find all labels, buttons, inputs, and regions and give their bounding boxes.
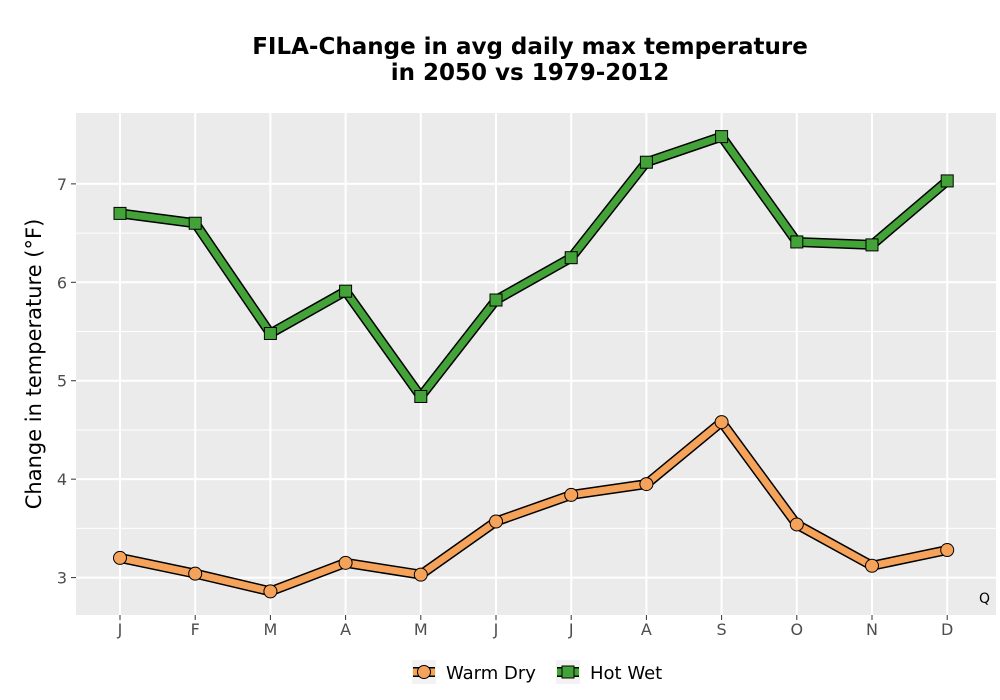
legend-key-marker bbox=[561, 665, 575, 679]
legend-item: Hot Wet bbox=[556, 660, 662, 684]
data-point bbox=[715, 130, 729, 144]
data-point bbox=[489, 293, 503, 307]
series-line bbox=[116, 133, 951, 400]
x-tick-label: A bbox=[641, 620, 652, 639]
series-warm-dry bbox=[113, 415, 955, 599]
y-tick-label: 4 bbox=[57, 470, 67, 489]
data-point bbox=[489, 514, 503, 529]
data-point bbox=[414, 389, 428, 403]
x-tick-label: F bbox=[191, 620, 200, 639]
data-point bbox=[263, 584, 278, 599]
x-tick-label: M bbox=[414, 620, 428, 639]
legend-label: Warm Dry bbox=[446, 663, 536, 684]
y-tick-label: 7 bbox=[57, 175, 67, 194]
series-layer bbox=[113, 130, 955, 599]
data-point bbox=[714, 415, 729, 430]
x-tick-label: D bbox=[941, 620, 953, 639]
plot-panel bbox=[76, 113, 996, 615]
data-point bbox=[865, 238, 879, 252]
data-point bbox=[188, 566, 203, 581]
x-tick-label: A bbox=[340, 620, 351, 639]
y-axis-label: Change in temperature (°F) bbox=[22, 219, 46, 510]
data-point bbox=[564, 487, 579, 502]
data-point bbox=[940, 543, 955, 558]
data-point bbox=[339, 284, 353, 298]
legend-item: Warm Dry bbox=[412, 660, 536, 684]
data-point bbox=[940, 174, 954, 188]
data-point bbox=[263, 326, 277, 340]
x-tick-label: M bbox=[263, 620, 277, 639]
y-axis-ticks: 3 4 5 6 7 bbox=[57, 175, 76, 588]
data-point bbox=[789, 517, 804, 532]
data-point bbox=[338, 555, 353, 570]
data-point bbox=[865, 558, 879, 573]
x-tick-label: J bbox=[493, 620, 499, 639]
data-point bbox=[413, 567, 428, 582]
legend: Warm Dry Hot Wet bbox=[412, 660, 662, 684]
y-tick-label: 5 bbox=[57, 372, 67, 391]
chart-title-line1: FILA-Change in avg daily max temperature bbox=[252, 34, 808, 60]
x-tick-label: J bbox=[568, 620, 574, 639]
legend-label: Hot Wet bbox=[590, 663, 662, 684]
chart-title-line2: in 2050 vs 1979-2012 bbox=[391, 60, 670, 86]
grid-lines bbox=[76, 113, 996, 615]
data-point bbox=[113, 206, 127, 220]
data-point bbox=[639, 477, 654, 492]
x-tick-label: N bbox=[866, 620, 878, 639]
corner-label: Q bbox=[979, 591, 990, 607]
y-tick-label: 6 bbox=[57, 273, 67, 292]
x-tick-label: J bbox=[117, 620, 123, 639]
series-line bbox=[116, 418, 951, 595]
data-point bbox=[639, 155, 653, 169]
data-point bbox=[564, 251, 578, 265]
x-tick-label: S bbox=[717, 620, 727, 639]
data-point bbox=[113, 550, 127, 565]
data-point bbox=[188, 216, 202, 230]
y-tick-label: 3 bbox=[57, 569, 67, 588]
data-point bbox=[790, 235, 804, 249]
legend-key-marker bbox=[417, 665, 431, 679]
x-tick-label: O bbox=[791, 620, 804, 639]
series-hot-wet bbox=[113, 130, 954, 403]
